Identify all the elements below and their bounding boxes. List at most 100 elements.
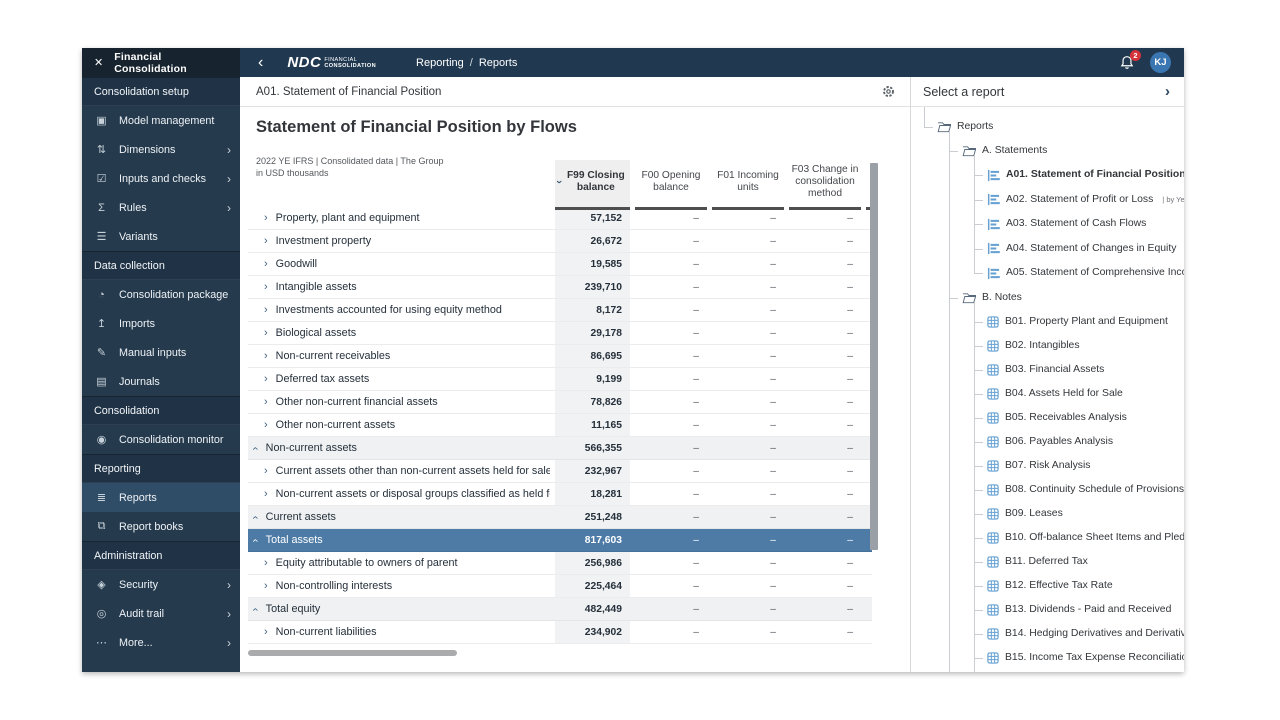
- sidebar-item-rules[interactable]: Σ Rules ›: [82, 193, 240, 222]
- tree-node-b-notes[interactable]: B. Notes: [962, 288, 1022, 308]
- chevron-right-icon[interactable]: ›: [264, 303, 268, 316]
- close-icon[interactable]: ✕: [94, 57, 104, 69]
- tree-node-b09-leases[interactable]: B09. Leases: [987, 504, 1063, 524]
- sidebar-item-manual-inputs[interactable]: ✎ Manual inputs: [82, 338, 240, 367]
- row-label-cell: › Total equity: [248, 598, 550, 620]
- tree-node-a05-statement-of-comprehensive-income[interactable]: A05. Statement of Comprehensive Income: [987, 263, 1184, 283]
- cell-empty-value: –: [847, 603, 853, 615]
- tree-node-b16-retirement-benefit-obligations-ias19[interactable]: B16. Retirement Benefit Obligations IAS1…: [987, 672, 1184, 673]
- sidebar-item-security[interactable]: ◈ Security ›: [82, 570, 240, 599]
- table-row-current-assets[interactable]: › Current assets 251,248 – – –: [248, 506, 872, 529]
- chevron-right-icon[interactable]: ›: [264, 372, 268, 385]
- sidebar-item-variants[interactable]: ☰ Variants: [82, 222, 240, 251]
- sidebar-item-dimensions[interactable]: ⇅ Dimensions ›: [82, 135, 240, 164]
- table-row-non-current-assets[interactable]: › Non-current assets 566,355 – – –: [248, 437, 872, 460]
- chevron-up-icon[interactable]: ›: [249, 446, 262, 450]
- tree-node-a02-statement-of-profit-or-loss[interactable]: A02. Statement of Profit or Loss | by Yea…: [987, 190, 1184, 210]
- column-header-f00[interactable]: F00 Opening balance: [635, 160, 707, 210]
- chevron-right-icon[interactable]: ›: [264, 579, 268, 592]
- chevron-up-icon[interactable]: ›: [249, 607, 262, 611]
- chevron-right-icon[interactable]: ›: [264, 625, 268, 638]
- table-row-non-current-assets-or-disposal-groups-classified-as-held-for-sale-or-as[interactable]: › Non-current assets or disposal groups c…: [248, 483, 872, 506]
- table-row-non-current-receivables[interactable]: › Non-current receivables 86,695 – – –: [248, 345, 872, 368]
- sidebar-item-audit-trail[interactable]: ◎ Audit trail ›: [82, 599, 240, 628]
- tree-node-a01-statement-of-financial-position[interactable]: A01. Statement of Financial Position| by…: [987, 165, 1184, 185]
- table-row-total-equity[interactable]: › Total equity 482,449 – – –: [248, 598, 872, 621]
- collapse-panel-icon[interactable]: ›: [1165, 83, 1170, 100]
- tree-node-b13-dividends-paid-and-received[interactable]: B13. Dividends - Paid and Received: [987, 600, 1171, 620]
- tree-node-reports[interactable]: Reports: [937, 117, 993, 137]
- chevron-up-icon[interactable]: ›: [249, 538, 262, 542]
- sidebar-item-consolidation-package[interactable]: ◔ Consolidation package: [82, 280, 240, 309]
- sidebar-item-reports[interactable]: ≣ Reports: [82, 483, 240, 512]
- sidebar-item-inputs-and-checks[interactable]: ☑ Inputs and checks ›: [82, 164, 240, 193]
- tree-node-b05-receivables-analysis[interactable]: B05. Receivables Analysis: [987, 408, 1127, 428]
- table-row-investment-property[interactable]: › Investment property 26,672 – – –: [248, 230, 872, 253]
- tree-node-b10-off-balance-sheet-items-and-pledged-assets[interactable]: B10. Off-balance Sheet Items and Pledged…: [987, 528, 1184, 548]
- back-icon[interactable]: ‹: [258, 53, 264, 71]
- column-header-label: F99 Closing balance: [566, 170, 625, 193]
- tree-node-a04-statement-of-changes-in-equity[interactable]: A04. Statement of Changes in Equity: [987, 239, 1176, 259]
- tree-node-b02-intangibles[interactable]: B02. Intangibles: [987, 336, 1080, 356]
- table-row-intangible-assets[interactable]: › Intangible assets 239,710 – – –: [248, 276, 872, 299]
- sidebar-group-data-collection: Data collection: [82, 251, 240, 280]
- chevron-down-icon[interactable]: ›: [552, 180, 565, 184]
- tree-node-b03-financial-assets[interactable]: B03. Financial Assets: [987, 360, 1104, 380]
- chevron-right-icon[interactable]: ›: [264, 326, 268, 339]
- chevron-right-icon[interactable]: ›: [264, 257, 268, 270]
- table-row-non-current-liabilities[interactable]: › Non-current liabilities 234,902 – – –: [248, 621, 872, 644]
- table-row-other-non-current-assets[interactable]: › Other non-current assets 11,165 – – –: [248, 414, 872, 437]
- chevron-right-icon[interactable]: ›: [264, 464, 268, 477]
- tree-node-b15-income-tax-expense-reconciliation[interactable]: B15. Income Tax Expense Reconciliation: [987, 648, 1184, 668]
- breadcrumb-reporting[interactable]: Reporting: [416, 56, 464, 69]
- chevron-right-icon[interactable]: ›: [264, 395, 268, 408]
- column-header-f03[interactable]: F03 Change in consolidation method: [789, 160, 861, 210]
- tree-node-a03-statement-of-cash-flows[interactable]: A03. Statement of Cash Flows: [987, 214, 1146, 234]
- gear-icon[interactable]: [882, 85, 895, 98]
- chevron-right-icon[interactable]: ›: [264, 234, 268, 247]
- table-row-current-assets-other-than-non-current-assets-held-for-sale[interactable]: › Current assets other than non-current a…: [248, 460, 872, 483]
- tree-node-b06-payables-analysis[interactable]: B06. Payables Analysis: [987, 432, 1113, 452]
- tree-node-b04-assets-held-for-sale[interactable]: B04. Assets Held for Sale: [987, 384, 1123, 404]
- cell-f99-value: 11,165: [555, 414, 630, 436]
- tree-node-b11-deferred-tax[interactable]: B11. Deferred Tax: [987, 552, 1088, 572]
- tree-node-b07-risk-analysis[interactable]: B07. Risk Analysis: [987, 456, 1090, 476]
- sidebar-item-report-books[interactable]: ⧉ Report books: [82, 512, 240, 541]
- sidebar-item-imports[interactable]: ↥ Imports: [82, 309, 240, 338]
- sidebar-item-model-management[interactable]: ▣ Model management: [82, 106, 240, 135]
- table-row-non-controlling-interests[interactable]: › Non-controlling interests 225,464 – – –: [248, 575, 872, 598]
- tree-node-a-statements[interactable]: A. Statements: [962, 141, 1047, 161]
- table-row-equity-attributable-to-owners-of-parent[interactable]: › Equity attributable to owners of parent…: [248, 552, 872, 575]
- chevron-right-icon[interactable]: ›: [264, 418, 268, 431]
- horizontal-scrollbar[interactable]: [248, 650, 457, 656]
- table-row-goodwill[interactable]: › Goodwill 19,585 – – –: [248, 253, 872, 276]
- cell-f99-value: 18,281: [555, 483, 630, 505]
- vertical-scrollbar[interactable]: [870, 163, 878, 550]
- tree-node-b14-hedging-derivatives-and-derivatives-for-tra[interactable]: B14. Hedging Derivatives and Derivatives…: [987, 624, 1184, 644]
- chevron-up-icon[interactable]: ›: [249, 515, 262, 519]
- column-header-f01[interactable]: F01 Incoming units: [712, 160, 784, 210]
- table-row-investments-accounted-for-using-equity-method[interactable]: › Investments accounted for using equity …: [248, 299, 872, 322]
- tree-node-b01-property-plant-and-equipment[interactable]: B01. Property Plant and Equipment: [987, 312, 1168, 332]
- chevron-right-icon[interactable]: ›: [264, 556, 268, 569]
- chevron-right-icon[interactable]: ›: [264, 349, 268, 362]
- tree-node-b12-effective-tax-rate[interactable]: B12. Effective Tax Rate: [987, 576, 1113, 596]
- sidebar-item-journals[interactable]: ▤ Journals: [82, 367, 240, 396]
- table-row-biological-assets[interactable]: › Biological assets 29,178 – – –: [248, 322, 872, 345]
- table-row-property-plant-and-equipment[interactable]: › Property, plant and equipment 57,152 – – –: [248, 207, 872, 230]
- bell-icon[interactable]: 2: [1119, 49, 1141, 71]
- sidebar-item-more[interactable]: ⋯ More... ›: [82, 628, 240, 657]
- chevron-right-icon[interactable]: ›: [264, 280, 268, 293]
- chevron-right-icon[interactable]: ›: [264, 211, 268, 224]
- table-row-deferred-tax-assets[interactable]: › Deferred tax assets 9,199 – – –: [248, 368, 872, 391]
- cell-f99-value: 225,464: [555, 575, 630, 597]
- column-header-f99[interactable]: › F99 Closing balance: [552, 160, 630, 210]
- tree-node-b08-continuity-schedule-of-provisions[interactable]: B08. Continuity Schedule of Provisions: [987, 480, 1184, 500]
- table-row-total-assets[interactable]: › Total assets 817,603 – – –: [248, 529, 872, 552]
- breadcrumb-reports[interactable]: Reports: [478, 56, 518, 69]
- table-row-other-non-current-financial-assets[interactable]: › Other non-current financial assets 78,82…: [248, 391, 872, 414]
- brand-logo[interactable]: NDC FINANCIAL CONSOLIDATION: [287, 54, 376, 71]
- avatar[interactable]: KJ: [1150, 52, 1171, 73]
- chevron-right-icon[interactable]: ›: [264, 487, 268, 500]
- sidebar-item-consolidation-monitor[interactable]: ◉ Consolidation monitor: [82, 425, 240, 454]
